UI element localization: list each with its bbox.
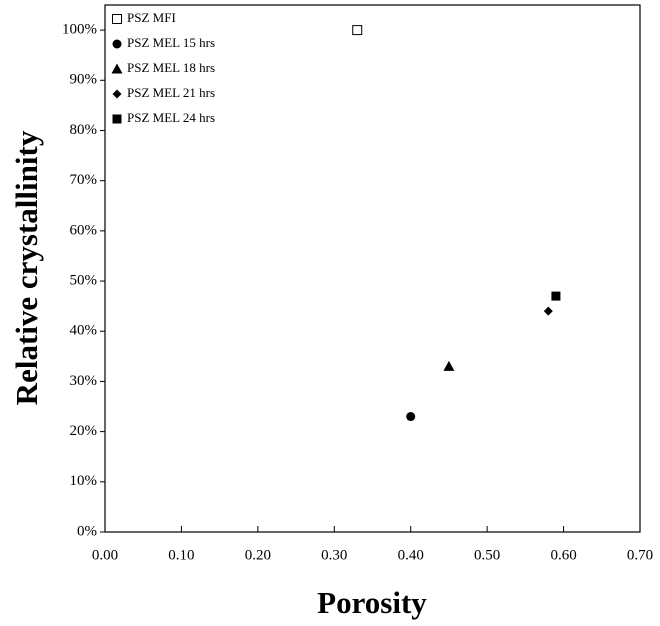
legend-text: PSZ MEL 15 hrs [127, 35, 215, 50]
y-tick-label: 50% [70, 272, 98, 288]
x-tick-label: 0.10 [168, 547, 194, 563]
legend-text: PSZ MEL 18 hrs [127, 60, 215, 75]
x-tick-label: 0.20 [245, 547, 271, 563]
y-axis-title: Relative crystallinity [9, 130, 44, 405]
y-tick-label: 100% [62, 22, 97, 38]
y-tick-label: 20% [70, 423, 98, 439]
point [543, 306, 553, 316]
y-tick-label: 60% [70, 222, 98, 238]
point [551, 291, 561, 301]
x-tick-label: 0.60 [550, 547, 576, 563]
y-tick-label: 90% [70, 72, 98, 88]
legend-marker [112, 14, 122, 24]
legend-text: PSZ MEL 24 hrs [127, 110, 215, 125]
legend-marker [111, 63, 123, 74]
legend-marker [112, 89, 122, 99]
x-tick-label: 0.40 [398, 547, 424, 563]
y-tick-label: 70% [70, 172, 98, 188]
x-tick-label: 0.00 [92, 547, 118, 563]
legend-text: PSZ MFI [127, 10, 176, 25]
y-tick-label: 30% [70, 373, 98, 389]
plot-frame [104, 4, 641, 533]
x-axis-title: Porosity [317, 585, 427, 620]
y-tick-label: 0% [77, 523, 97, 539]
legend-text: PSZ MEL 21 hrs [127, 85, 215, 100]
y-tick-label: 80% [70, 122, 98, 138]
point [406, 412, 416, 422]
legend-marker [112, 39, 122, 49]
x-tick-label: 0.30 [321, 547, 347, 563]
y-tick-label: 40% [70, 323, 98, 339]
legend-marker [112, 114, 122, 124]
x-tick-label: 0.70 [627, 547, 653, 563]
point [443, 360, 455, 371]
point [352, 25, 363, 36]
y-tick-label: 10% [70, 473, 98, 489]
x-tick-label: 0.50 [474, 547, 500, 563]
